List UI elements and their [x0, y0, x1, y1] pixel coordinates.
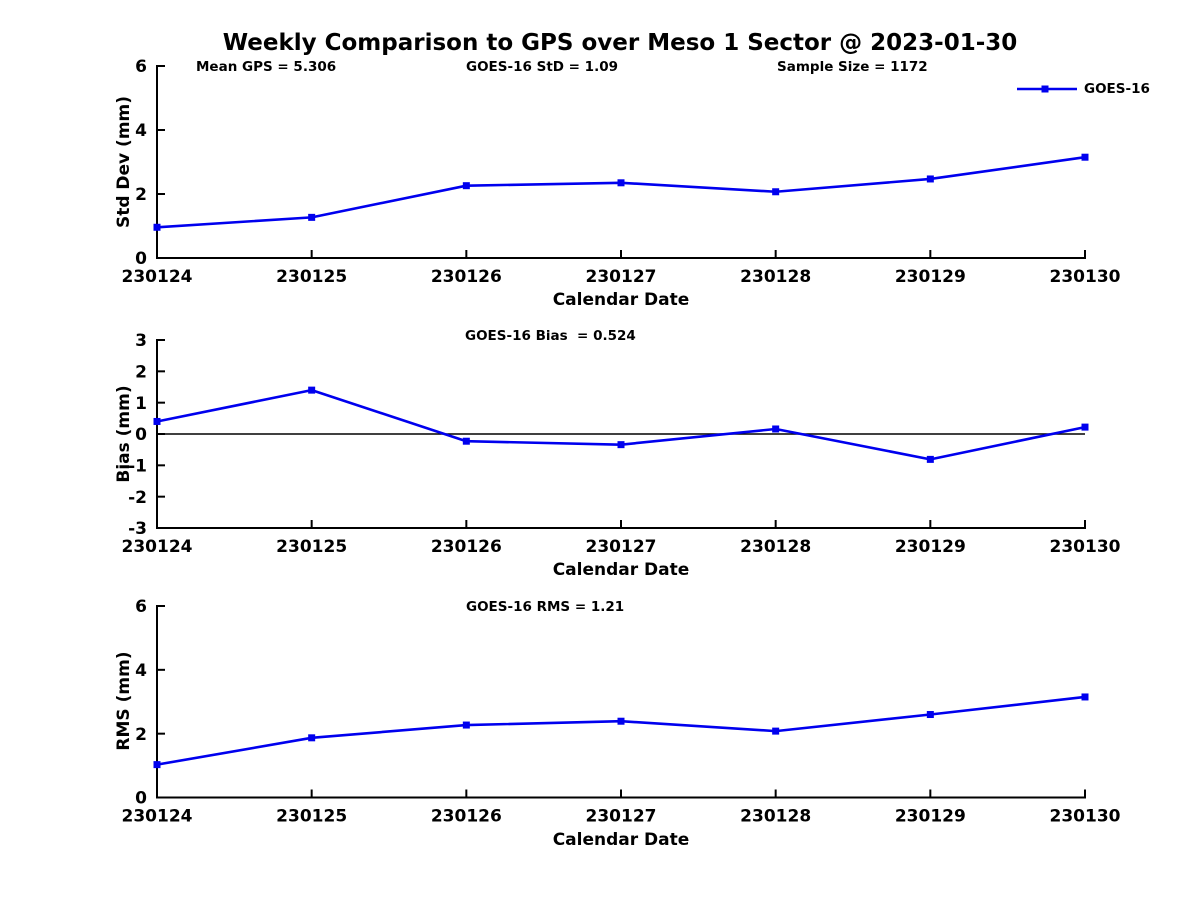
chart-title: Weekly Comparison to GPS over Meso 1 Sec… [222, 30, 1018, 56]
x-tick-label: 230129 [895, 807, 966, 827]
y-tick-label: 3 [135, 331, 147, 351]
y-tick-label: 2 [135, 185, 147, 205]
x-tick-label: 230125 [276, 537, 347, 557]
data-point-marker [772, 188, 780, 196]
data-point-marker [926, 455, 934, 463]
data-point-marker [1081, 693, 1089, 701]
x-tick-label: 230130 [1050, 807, 1121, 827]
data-point-marker [617, 179, 625, 187]
x-tick-label: 230125 [276, 267, 347, 287]
data-line [156, 388, 1086, 461]
x-axis-label-2: Calendar Date [552, 560, 690, 580]
x-tick-label: 230127 [586, 267, 657, 287]
x-axis-label-3: Calendar Date [552, 830, 690, 850]
y-tick-label: 0 [135, 425, 147, 445]
data-point-marker [926, 175, 934, 183]
y-tick-label: -3 [128, 519, 147, 539]
data-point-marker [926, 711, 934, 719]
legend-label: GOES-16 [1084, 81, 1150, 97]
x-tick-label: 230128 [740, 807, 811, 827]
x-tick-label: 230126 [431, 807, 502, 827]
x-tick-label: 230125 [276, 807, 347, 827]
y-tick-label: -1 [128, 456, 147, 476]
x-tick-label: 230128 [740, 537, 811, 557]
y-tick-label: -2 [128, 488, 147, 508]
data-point-marker [617, 441, 625, 449]
x-tick-label: 230129 [895, 267, 966, 287]
y-tick-label: 2 [135, 362, 147, 382]
x-tick-label: 230129 [895, 537, 966, 557]
data-point-marker [1081, 423, 1089, 431]
data-point-marker [308, 734, 316, 742]
y-tick-label: 0 [135, 249, 147, 269]
data-point-marker [1081, 153, 1089, 161]
y-tick-label: 2 [135, 725, 147, 745]
y-tick-label: 6 [135, 57, 147, 77]
x-tick-label: 230130 [1050, 267, 1121, 287]
x-tick-label: 230124 [122, 537, 193, 557]
data-line [156, 155, 1086, 229]
data-point-marker [308, 386, 316, 394]
data-line [156, 695, 1086, 766]
data-point-marker [462, 182, 470, 190]
y-tick-label: 1 [135, 394, 147, 414]
x-tick-label: 230124 [122, 807, 193, 827]
legend-line-marker-icon [1017, 85, 1077, 93]
data-point-marker [308, 213, 316, 221]
annotation-goes16-rms: GOES-16 RMS = 1.21 [466, 599, 625, 615]
x-tick-label: 230124 [122, 267, 193, 287]
data-point-marker [153, 417, 161, 425]
annotation-goes16-bias: GOES-16 Bias = 0.524 [465, 328, 636, 344]
annotation-goes16-std: GOES-16 StD = 1.09 [466, 59, 618, 75]
x-tick-label: 230130 [1050, 537, 1121, 557]
x-tick-label: 230127 [586, 537, 657, 557]
y-tick-label: 4 [135, 121, 147, 141]
data-point-marker [153, 223, 161, 231]
data-point-marker [772, 425, 780, 433]
data-point-marker [462, 437, 470, 445]
annotation-mean-gps: Mean GPS = 5.306 [196, 59, 337, 75]
annotation-sample-size: Sample Size = 1172 [777, 59, 928, 75]
x-tick-label: 230126 [431, 267, 502, 287]
legend: GOES-16 [1017, 81, 1150, 97]
y-tick-label: 0 [135, 789, 147, 809]
x-axis-label-1: Calendar Date [552, 290, 690, 310]
data-point-marker [617, 717, 625, 725]
data-point-marker [462, 721, 470, 729]
y-tick-label: 4 [135, 661, 147, 681]
data-point-marker [772, 727, 780, 735]
x-tick-label: 230126 [431, 537, 502, 557]
data-point-marker [153, 761, 161, 769]
x-tick-label: 230127 [586, 807, 657, 827]
x-tick-label: 230128 [740, 267, 811, 287]
y-tick-label: 6 [135, 597, 147, 617]
